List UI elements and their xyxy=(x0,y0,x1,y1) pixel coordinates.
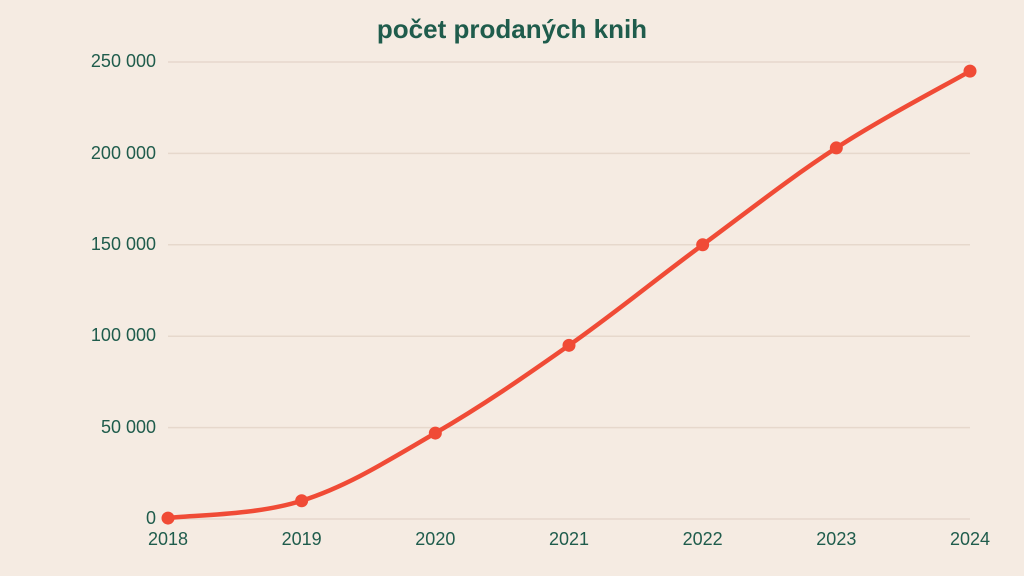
chart-canvas: počet prodaných knih 050 000100 000150 0… xyxy=(0,0,1024,576)
y-tick-label: 250 000 xyxy=(46,51,156,72)
x-tick-label: 2021 xyxy=(529,529,609,550)
series-marker xyxy=(296,495,308,507)
y-tick-label: 0 xyxy=(46,508,156,529)
x-tick-label: 2022 xyxy=(663,529,743,550)
chart-svg xyxy=(0,0,1024,576)
series-marker xyxy=(830,142,842,154)
x-tick-label: 2024 xyxy=(930,529,1010,550)
y-tick-label: 200 000 xyxy=(46,143,156,164)
series-marker xyxy=(964,65,976,77)
x-tick-label: 2019 xyxy=(262,529,342,550)
series-line xyxy=(168,71,970,518)
series-marker xyxy=(563,339,575,351)
y-tick-label: 100 000 xyxy=(46,325,156,346)
y-tick-label: 150 000 xyxy=(46,234,156,255)
series-marker xyxy=(429,427,441,439)
x-tick-label: 2020 xyxy=(395,529,475,550)
y-tick-label: 50 000 xyxy=(46,417,156,438)
series-marker xyxy=(162,512,174,524)
series-marker xyxy=(697,239,709,251)
x-tick-label: 2023 xyxy=(796,529,876,550)
x-tick-label: 2018 xyxy=(128,529,208,550)
